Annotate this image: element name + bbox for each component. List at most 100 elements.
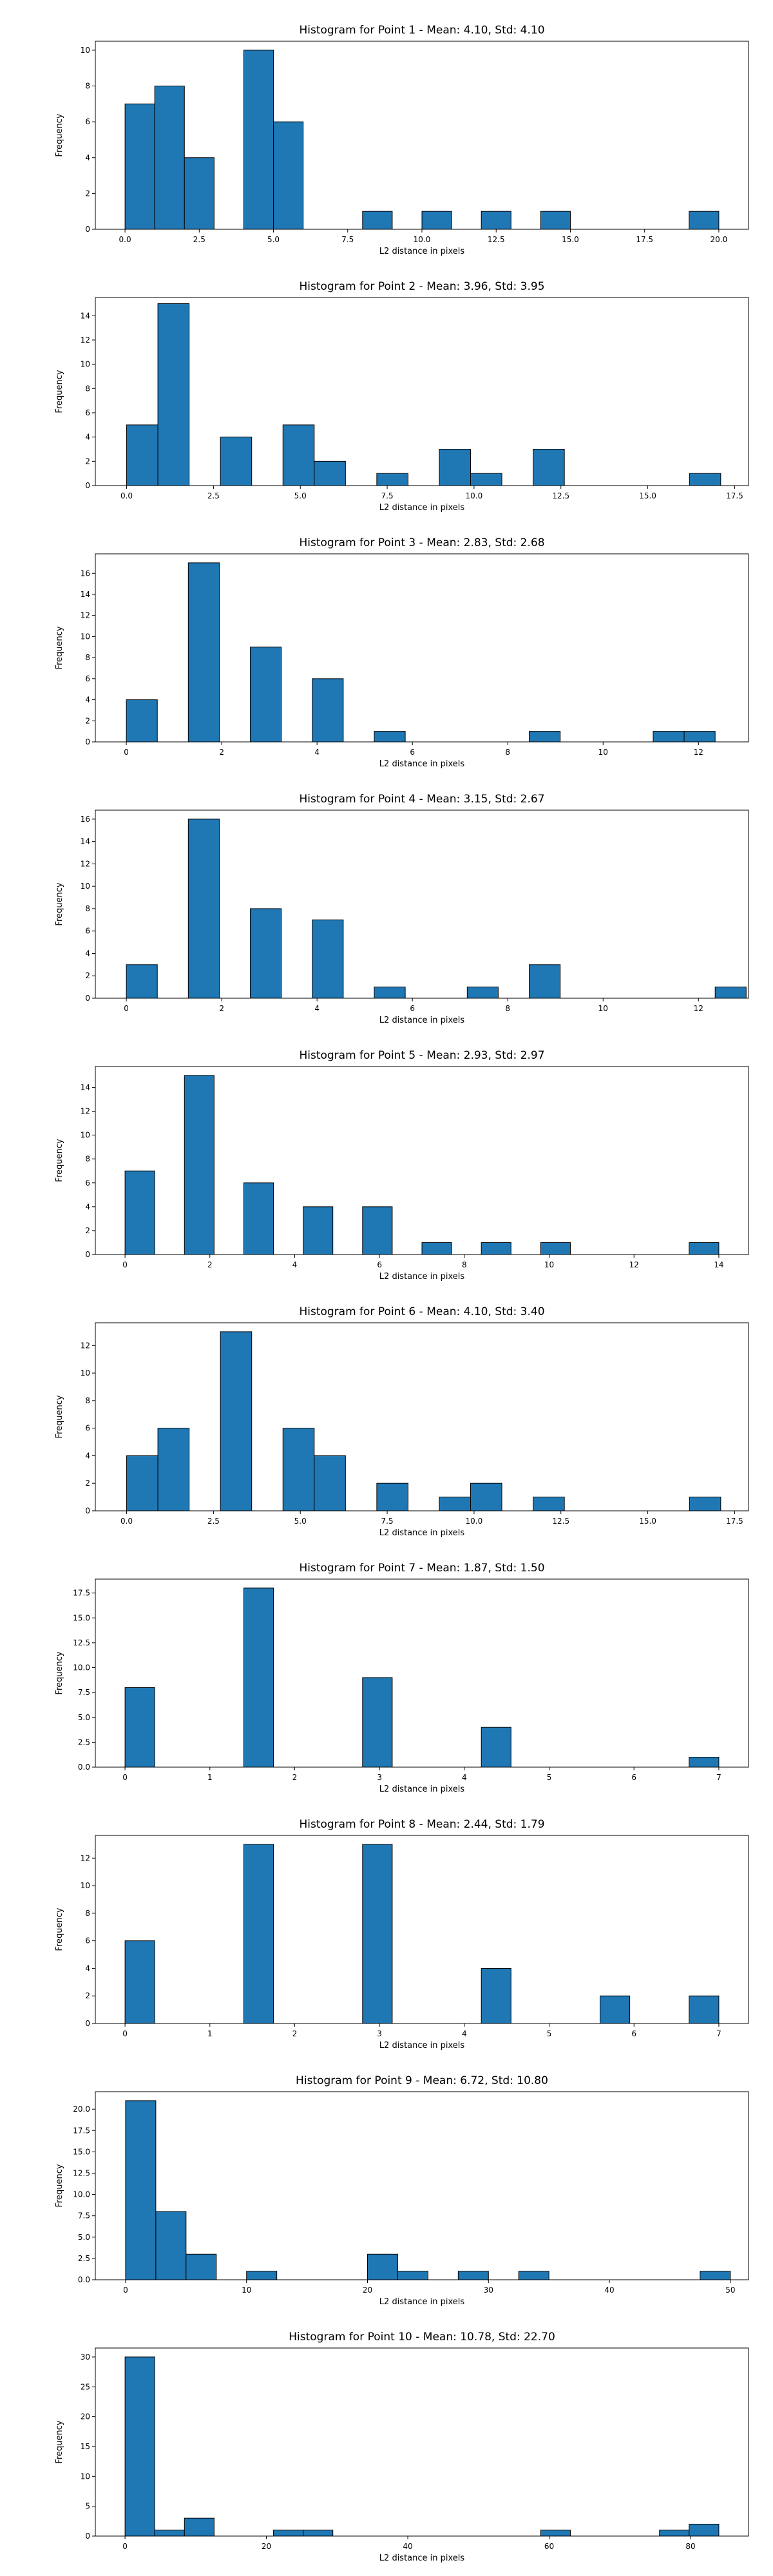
- y-tick-label: 2: [85, 716, 90, 725]
- y-tick-label: 12: [81, 1107, 90, 1116]
- histogram-bar: [155, 2211, 187, 2280]
- x-tick-label: 40: [604, 2286, 614, 2295]
- chart-panel-2: Histogram for Point 2 - Mean: 3.96, Std:…: [55, 280, 749, 513]
- y-tick-label: 12.5: [73, 1638, 90, 1647]
- histogram-bar: [314, 1455, 346, 1511]
- x-tick-label: 20.0: [711, 235, 728, 244]
- histogram-bar: [376, 1482, 408, 1511]
- histogram-bar: [243, 1182, 274, 1255]
- x-tick-label: 10.0: [414, 235, 431, 244]
- x-tick-label: 6: [631, 2029, 636, 2038]
- x-tick-label: 7.5: [381, 1517, 394, 1526]
- y-tick-label: 4: [85, 1202, 90, 1211]
- x-tick-label: 8: [505, 1004, 510, 1013]
- histogram-bar: [246, 2271, 278, 2280]
- histogram-bar: [540, 2530, 571, 2537]
- x-axis-label: L2 distance in pixels: [379, 1785, 465, 1794]
- x-tick-label: 6: [377, 1260, 382, 1269]
- y-tick-label: 20.0: [73, 2105, 90, 2114]
- histogram-bar: [362, 1844, 393, 2024]
- y-tick-label: 0: [85, 737, 90, 746]
- histogram-bar: [250, 908, 282, 999]
- x-tick-label: 15.0: [562, 235, 579, 244]
- histogram-bar: [250, 647, 282, 743]
- histogram-bar: [689, 1242, 720, 1255]
- chart-title: Histogram for Point 9 - Mean: 6.72, Std:…: [296, 2074, 548, 2087]
- histogram-bar: [600, 1995, 631, 2024]
- x-axis-label: L2 distance in pixels: [379, 247, 465, 256]
- x-tick-label: 1: [207, 2029, 213, 2038]
- chart-title: Histogram for Point 4 - Mean: 3.15, Std:…: [299, 793, 544, 806]
- histogram-bar: [533, 448, 565, 486]
- histogram-bar: [362, 211, 393, 230]
- histogram-bar: [653, 731, 685, 743]
- histogram-bar: [187, 819, 220, 999]
- histogram-bar: [689, 1497, 721, 1511]
- y-tick-label: 2.5: [78, 2254, 90, 2263]
- x-tick-label: 60: [544, 2542, 554, 2551]
- chart-title: Histogram for Point 10 - Mean: 10.78, St…: [289, 2331, 555, 2344]
- histogram-bar: [700, 2271, 731, 2280]
- x-tick-label: 4: [292, 1260, 298, 1269]
- histogram-bar: [126, 424, 158, 486]
- y-tick-label: 20: [81, 2412, 90, 2421]
- y-tick-label: 7.5: [78, 1688, 90, 1697]
- y-tick-label: 0: [85, 2019, 90, 2028]
- x-tick-label: 7.5: [381, 491, 394, 500]
- x-tick-label: 5.0: [294, 491, 307, 500]
- y-tick-label: 12: [81, 611, 90, 620]
- histogram-bar: [689, 473, 721, 486]
- y-tick-label: 6: [85, 1937, 90, 1946]
- histogram-bar: [421, 1242, 452, 1255]
- y-axis-label: Frequency: [55, 370, 64, 413]
- histogram-bar: [529, 731, 561, 743]
- y-tick-label: 12: [81, 1341, 90, 1350]
- y-tick-label: 2: [85, 189, 90, 198]
- histogram-bar: [362, 1206, 393, 1255]
- y-tick-label: 0: [85, 481, 90, 490]
- histogram-bar: [187, 562, 220, 743]
- x-tick-label: 0.0: [120, 491, 133, 500]
- x-tick-label: 0: [124, 748, 129, 757]
- x-tick-label: 17.5: [636, 235, 653, 244]
- histogram-bar: [470, 473, 502, 486]
- histogram-bar: [157, 1428, 190, 1511]
- chart-title: Histogram for Point 8 - Mean: 2.44, Std:…: [299, 1818, 544, 1831]
- plot-frame: [95, 553, 749, 743]
- y-tick-label: 17.5: [73, 2126, 90, 2135]
- y-tick-label: 4: [85, 696, 90, 705]
- y-tick-label: 10: [81, 2472, 90, 2481]
- chart-title: Histogram for Point 1 - Mean: 4.10, Std:…: [299, 24, 544, 37]
- y-tick-label: 12: [81, 1853, 90, 1862]
- chart-panel-5: Histogram for Point 5 - Mean: 2.93, Std:…: [55, 1049, 749, 1282]
- histogram-bar: [154, 86, 185, 230]
- x-tick-label: 15.0: [639, 491, 656, 500]
- y-tick-label: 30: [81, 2353, 90, 2362]
- y-tick-label: 2: [85, 457, 90, 466]
- chart-panel-4: Histogram for Point 4 - Mean: 3.15, Std:…: [55, 793, 749, 1025]
- histogram-bar: [312, 919, 344, 999]
- y-tick-label: 2: [85, 1991, 90, 2000]
- x-tick-label: 2: [292, 2029, 298, 2038]
- histogram-bar: [374, 987, 406, 999]
- histogram-bar: [126, 964, 158, 999]
- x-tick-label: 0.0: [120, 1517, 133, 1526]
- y-tick-label: 0: [85, 225, 90, 234]
- histogram-bar: [533, 1497, 565, 1511]
- y-tick-label: 25: [81, 2382, 90, 2391]
- x-tick-label: 8: [505, 748, 510, 757]
- x-tick-label: 4: [462, 2029, 467, 2038]
- y-tick-label: 2: [85, 1479, 90, 1488]
- y-tick-label: 5.0: [78, 1713, 90, 1722]
- x-tick-label: 30: [484, 2286, 493, 2295]
- y-tick-label: 6: [85, 408, 90, 417]
- histogram-bar: [157, 303, 190, 486]
- y-tick-label: 0.0: [78, 2275, 90, 2284]
- histogram-bar: [125, 2100, 157, 2280]
- y-tick-label: 10: [81, 882, 90, 891]
- histogram-bar: [362, 1677, 393, 1768]
- y-tick-label: 10: [81, 1881, 90, 1890]
- x-axis-label: L2 distance in pixels: [379, 1016, 465, 1025]
- histogram-bar: [689, 211, 720, 230]
- histogram-bar: [124, 1940, 155, 2024]
